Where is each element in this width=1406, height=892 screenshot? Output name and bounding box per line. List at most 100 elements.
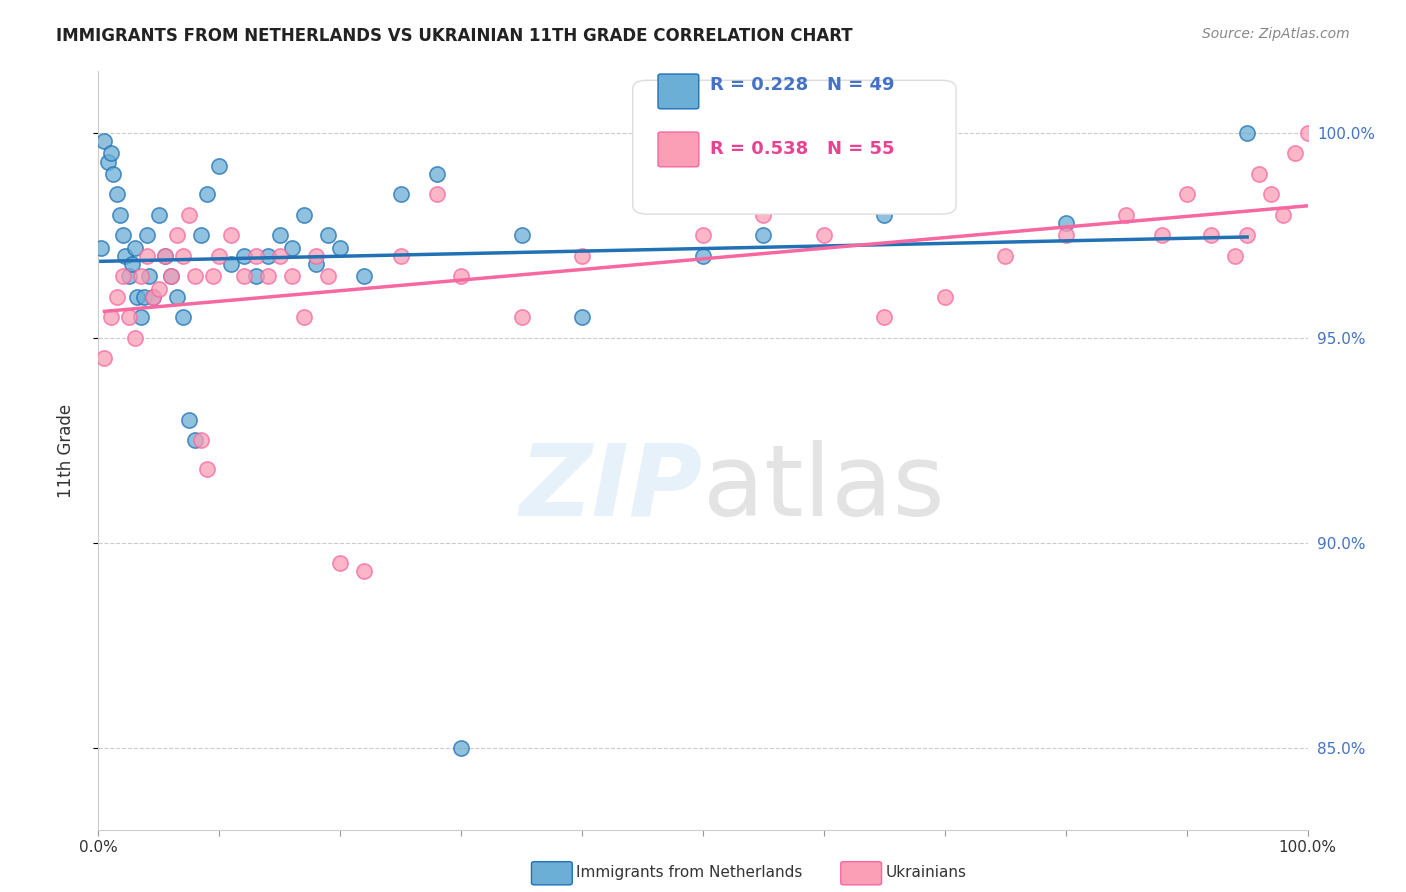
Point xyxy=(190,434,212,448)
Point xyxy=(510,228,533,243)
Point xyxy=(121,257,143,271)
Point xyxy=(934,290,956,304)
Point xyxy=(1296,126,1319,140)
Point xyxy=(389,187,412,202)
Point xyxy=(232,249,254,263)
Point xyxy=(292,208,315,222)
Text: atlas: atlas xyxy=(703,440,945,537)
Point xyxy=(1249,167,1271,181)
Point xyxy=(127,290,149,304)
Point xyxy=(1115,208,1137,222)
Point xyxy=(93,134,115,148)
Point xyxy=(1236,126,1258,140)
Point xyxy=(101,167,124,181)
Point xyxy=(994,249,1017,263)
Point xyxy=(571,310,593,325)
Point xyxy=(353,269,375,284)
Point xyxy=(221,228,243,243)
Point xyxy=(426,167,449,181)
Text: ZIP: ZIP xyxy=(520,440,703,537)
Point xyxy=(124,241,146,255)
Point xyxy=(316,269,339,284)
Point xyxy=(1272,208,1295,222)
Point xyxy=(208,249,231,263)
Point xyxy=(202,269,225,284)
Point xyxy=(124,331,146,345)
Text: IMMIGRANTS FROM NETHERLANDS VS UKRAINIAN 11TH GRADE CORRELATION CHART: IMMIGRANTS FROM NETHERLANDS VS UKRAINIAN… xyxy=(56,27,853,45)
Point xyxy=(142,290,165,304)
Point xyxy=(172,310,194,325)
Text: Source: ZipAtlas.com: Source: ZipAtlas.com xyxy=(1202,27,1350,41)
Point xyxy=(166,228,188,243)
Text: R = 0.228   N = 49: R = 0.228 N = 49 xyxy=(710,76,894,94)
Point xyxy=(256,269,278,284)
Point xyxy=(305,249,328,263)
Point xyxy=(184,434,207,448)
Point xyxy=(142,290,165,304)
Point xyxy=(329,556,352,570)
Point xyxy=(631,187,654,202)
Point xyxy=(692,249,714,263)
Text: Immigrants from Netherlands: Immigrants from Netherlands xyxy=(576,865,803,880)
Point xyxy=(160,269,183,284)
Point xyxy=(281,269,304,284)
Point xyxy=(1175,187,1198,202)
Point xyxy=(148,282,170,296)
Point xyxy=(195,462,218,476)
Point xyxy=(208,159,231,173)
Point xyxy=(1236,228,1258,243)
Point xyxy=(153,249,176,263)
Point xyxy=(148,208,170,222)
Y-axis label: 11th Grade: 11th Grade xyxy=(56,403,75,498)
Point xyxy=(1199,228,1222,243)
Point xyxy=(134,290,156,304)
Point xyxy=(245,269,267,284)
Point xyxy=(111,269,134,284)
Point xyxy=(510,310,533,325)
Point xyxy=(256,249,278,263)
Point xyxy=(179,413,201,427)
Point xyxy=(813,228,835,243)
Text: Ukrainians: Ukrainians xyxy=(886,865,967,880)
Point xyxy=(111,228,134,243)
Point xyxy=(118,310,141,325)
Point xyxy=(269,228,291,243)
Point xyxy=(90,241,112,255)
Point xyxy=(114,249,136,263)
Point xyxy=(100,146,122,161)
Point xyxy=(135,249,157,263)
Point xyxy=(281,241,304,255)
Point xyxy=(450,740,472,755)
Point xyxy=(172,249,194,263)
Point xyxy=(692,228,714,243)
Point xyxy=(245,249,267,263)
Point xyxy=(105,187,128,202)
Point xyxy=(269,249,291,263)
Point xyxy=(97,154,120,169)
Point xyxy=(873,310,896,325)
Point xyxy=(1223,249,1246,263)
Point xyxy=(105,290,128,304)
Point xyxy=(135,228,157,243)
Point xyxy=(179,208,201,222)
Point xyxy=(108,208,131,222)
Point xyxy=(305,257,328,271)
Point xyxy=(329,241,352,255)
Point xyxy=(571,249,593,263)
Point xyxy=(118,269,141,284)
Point xyxy=(129,310,152,325)
Point xyxy=(166,290,188,304)
Text: R = 0.538   N = 55: R = 0.538 N = 55 xyxy=(710,140,894,158)
Point xyxy=(1054,216,1077,230)
Point xyxy=(752,208,775,222)
Point xyxy=(1152,228,1174,243)
Point xyxy=(195,187,218,202)
Point xyxy=(873,208,896,222)
Point xyxy=(1260,187,1282,202)
Point xyxy=(153,249,176,263)
Point xyxy=(426,187,449,202)
Point xyxy=(752,228,775,243)
Point xyxy=(93,351,115,366)
Point xyxy=(138,269,160,284)
Point xyxy=(129,269,152,284)
